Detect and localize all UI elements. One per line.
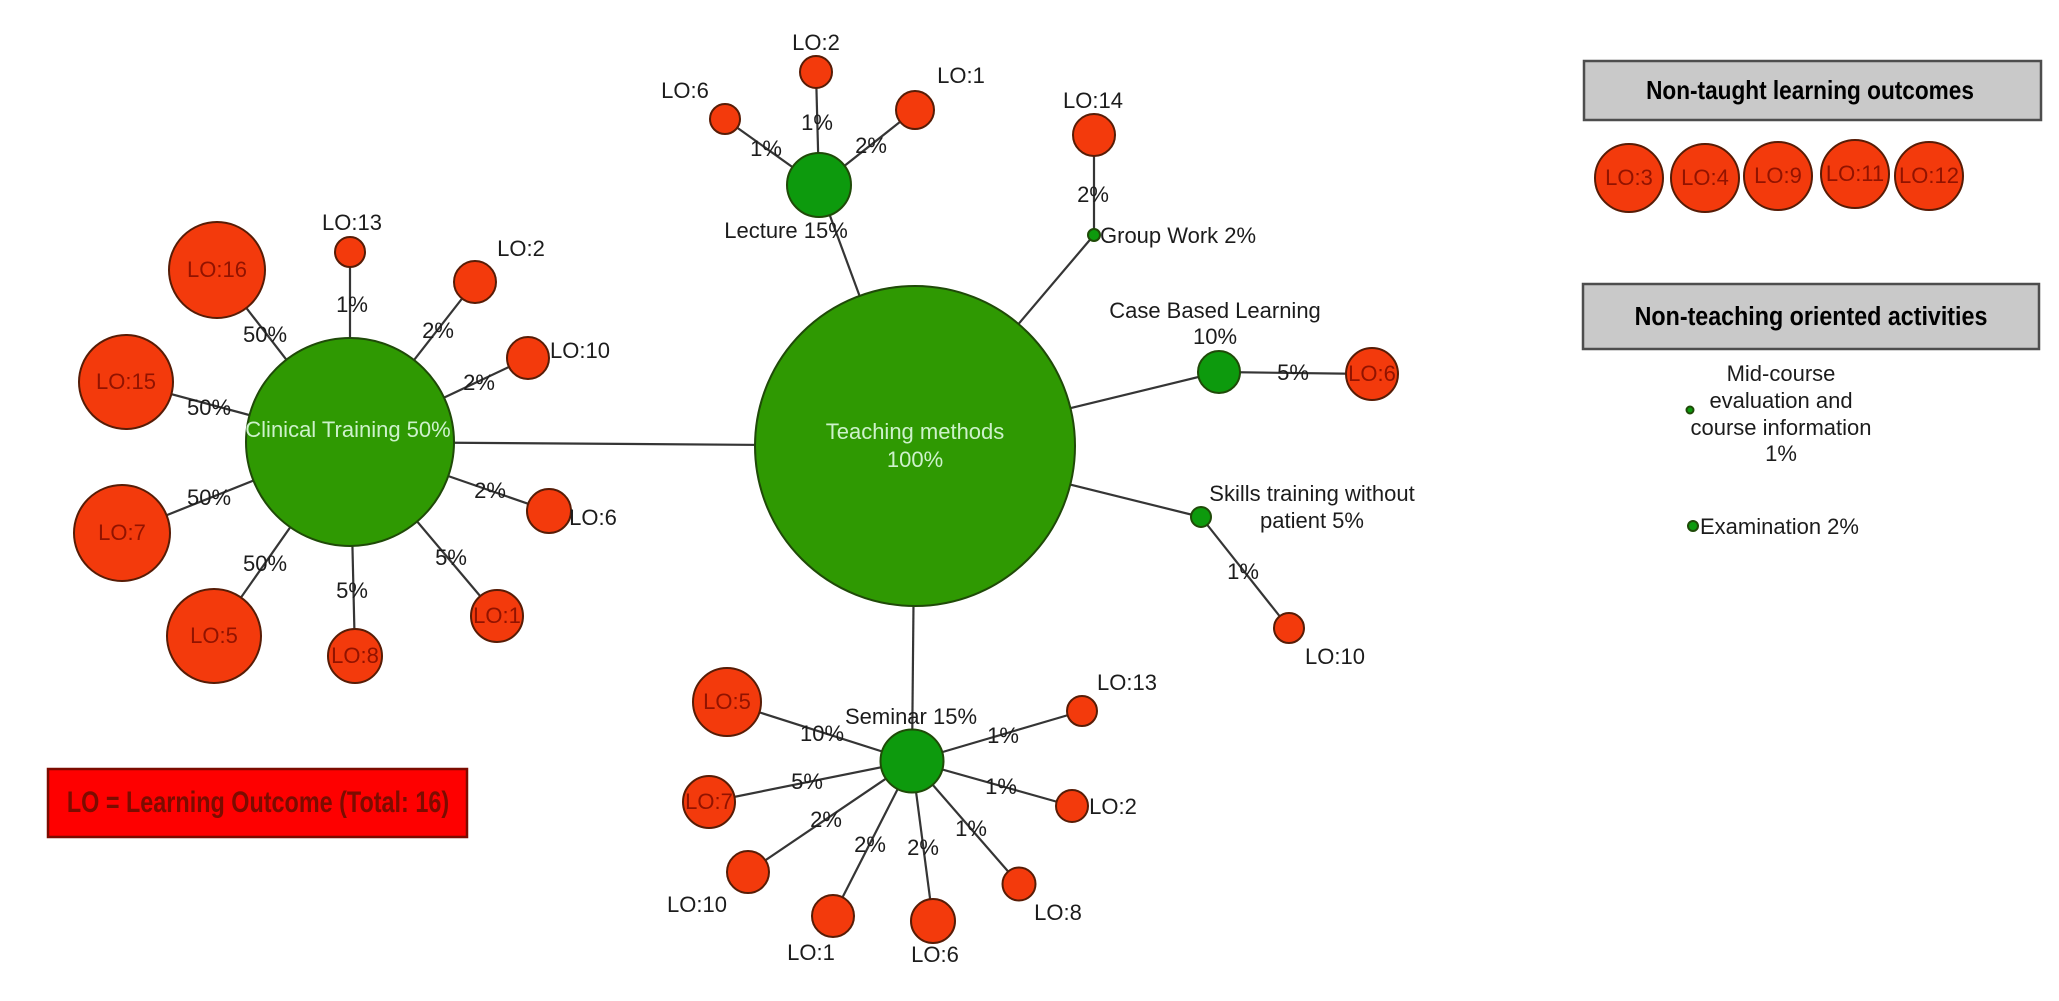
svg-text:2%: 2% [474,478,506,503]
svg-text:Group Work 2%: Group Work 2% [1100,223,1256,248]
svg-text:LO:2: LO:2 [792,30,840,55]
svg-text:Clinical Training 50%: Clinical Training 50% [245,417,450,442]
svg-text:LO:6: LO:6 [661,78,709,103]
svg-text:1%: 1% [985,774,1017,799]
svg-text:50%: 50% [243,322,287,347]
svg-text:LO:3: LO:3 [1605,165,1653,190]
svg-text:2%: 2% [810,807,842,832]
svg-text:patient 5%: patient 5% [1260,508,1364,533]
svg-text:10%: 10% [800,721,844,746]
svg-text:LO:12: LO:12 [1899,163,1959,188]
svg-text:10%: 10% [1193,324,1237,349]
svg-text:LO:11: LO:11 [1826,161,1884,186]
svg-text:LO:10: LO:10 [667,892,727,917]
svg-text:LO:7: LO:7 [98,520,146,545]
svg-text:50%: 50% [187,395,231,420]
svg-text:LO:13: LO:13 [322,210,382,235]
svg-text:LO:9: LO:9 [1754,163,1802,188]
svg-text:Non-taught learning outcomes: Non-taught learning outcomes [1646,77,1974,106]
svg-text:LO:15: LO:15 [96,369,156,394]
svg-text:LO:4: LO:4 [1681,165,1729,190]
svg-text:Examination 2%: Examination 2% [1700,514,1859,539]
svg-text:2%: 2% [855,133,887,158]
svg-text:Lecture 15%: Lecture 15% [724,218,848,243]
svg-text:LO:10: LO:10 [1305,644,1365,669]
svg-text:2%: 2% [854,832,886,857]
svg-text:LO:14: LO:14 [1063,88,1123,113]
svg-text:1%: 1% [987,723,1019,748]
svg-text:2%: 2% [422,318,454,343]
svg-text:2%: 2% [1077,182,1109,207]
svg-text:1%: 1% [955,816,987,841]
svg-text:2%: 2% [907,835,939,860]
svg-text:Seminar 15%: Seminar 15% [845,704,977,729]
svg-text:1%: 1% [1765,441,1797,466]
svg-text:LO:8: LO:8 [331,643,379,668]
svg-text:LO:13: LO:13 [1097,670,1157,695]
svg-text:5%: 5% [435,545,467,570]
svg-text:LO:2: LO:2 [497,236,545,261]
svg-text:LO:5: LO:5 [703,689,751,714]
svg-text:Skills training without: Skills training without [1209,481,1414,506]
svg-text:LO:1: LO:1 [473,603,521,628]
svg-text:course information: course information [1691,415,1872,440]
svg-text:LO = Learning Outcome (Total:: LO = Learning Outcome (Total: 16) [67,785,449,818]
svg-text:5%: 5% [1277,360,1309,385]
svg-text:evaluation and: evaluation and [1709,388,1852,413]
svg-text:LO:1: LO:1 [937,63,985,88]
svg-text:1%: 1% [336,292,368,317]
svg-text:Mid-course: Mid-course [1727,361,1836,386]
svg-text:LO:6: LO:6 [911,942,959,967]
svg-text:50%: 50% [243,551,287,576]
svg-text:1%: 1% [1227,559,1259,584]
svg-text:50%: 50% [187,485,231,510]
svg-text:5%: 5% [791,769,823,794]
svg-text:Non-teaching oriented activiti: Non-teaching oriented activities [1635,303,1988,331]
svg-text:2%: 2% [463,370,495,395]
svg-text:LO:8: LO:8 [1034,900,1082,925]
svg-text:Case Based Learning: Case Based Learning [1109,298,1321,323]
svg-text:LO:2: LO:2 [1089,794,1137,819]
svg-text:LO:1: LO:1 [787,940,835,965]
svg-text:LO:16: LO:16 [187,257,247,282]
svg-text:1%: 1% [801,110,833,135]
svg-text:100%: 100% [887,447,943,472]
svg-text:LO:5: LO:5 [190,623,238,648]
svg-text:LO:7: LO:7 [685,789,733,814]
svg-text:LO:6: LO:6 [569,505,617,530]
svg-text:1%: 1% [750,136,782,161]
svg-text:LO:6: LO:6 [1348,361,1396,386]
svg-text:5%: 5% [336,578,368,603]
svg-text:Teaching methods: Teaching methods [826,419,1005,444]
svg-text:LO:10: LO:10 [550,338,610,363]
